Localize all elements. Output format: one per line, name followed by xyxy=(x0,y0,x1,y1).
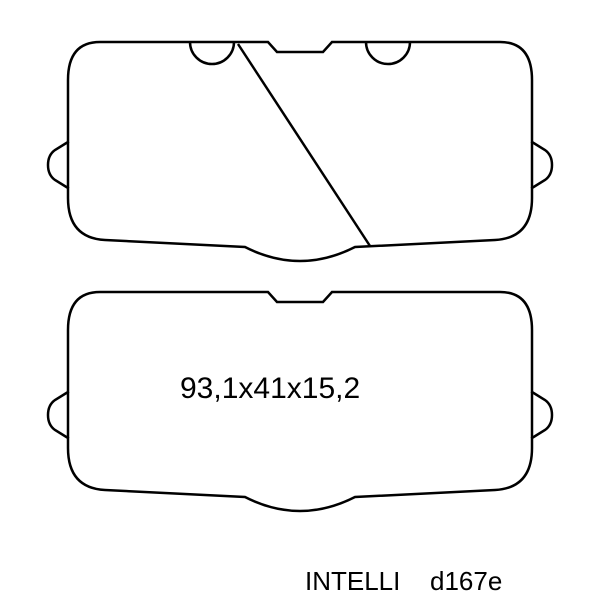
brand-label: INTELLI xyxy=(305,566,400,597)
pad-top xyxy=(48,42,552,261)
part-number-label: d167e xyxy=(430,566,502,597)
brake-pad-diagram xyxy=(0,0,600,600)
slash-line xyxy=(238,44,370,246)
dimensions-label: 93,1x41x15,2 xyxy=(180,372,360,406)
